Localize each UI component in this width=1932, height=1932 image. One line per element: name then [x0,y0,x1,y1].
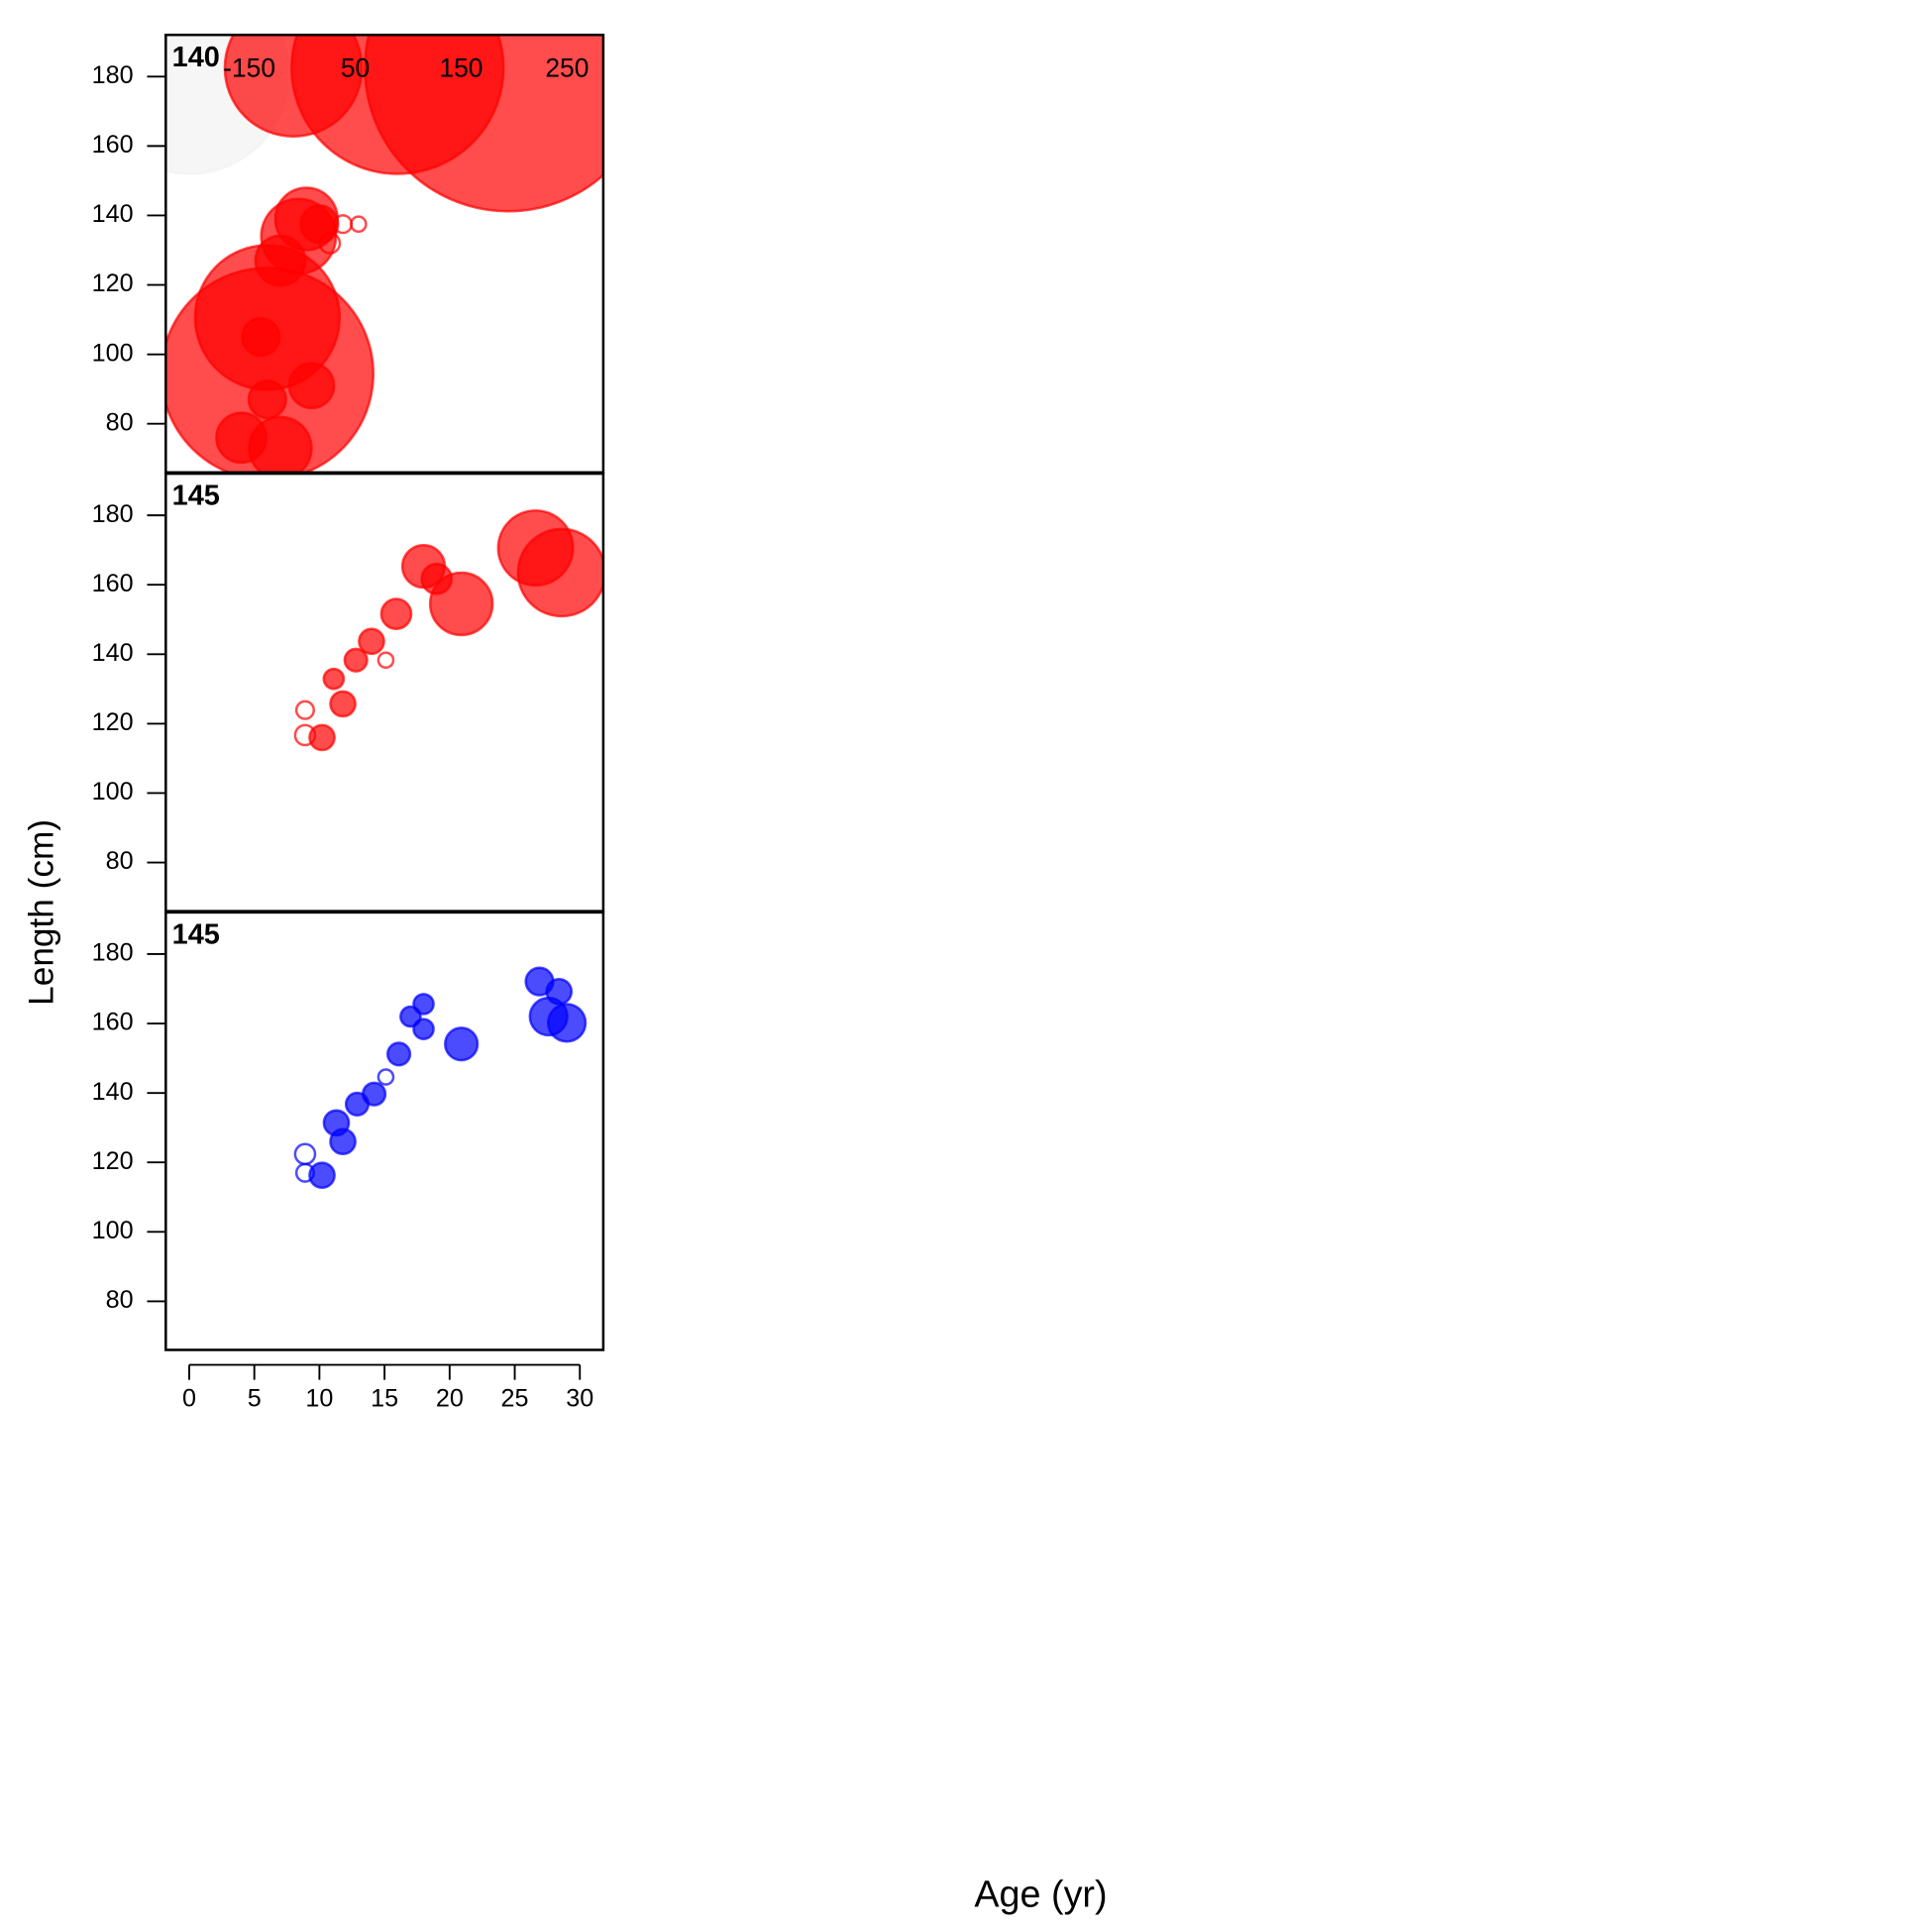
bubble-legend-label: 250 [545,53,589,82]
panel-frame [164,911,605,1351]
bubble [294,1162,316,1183]
y-tick-label: 100 [92,778,134,805]
y-tick-label: 100 [92,1217,134,1244]
panel [293,966,588,1190]
y-tick-label: 120 [92,269,134,297]
y-tick-label: 80 [106,1286,134,1314]
y-tick-label: 100 [92,339,134,367]
bubble [376,651,395,670]
bubble [412,1018,435,1040]
y-tick-label: 120 [92,1147,134,1175]
x-axis-label: Age (yr) [974,1874,1107,1915]
panel-label: 145 [172,918,220,950]
x-tick-label: 30 [566,1384,593,1412]
bubble [241,316,281,358]
bubble [420,562,454,595]
bubble [322,1109,351,1137]
bubble [350,215,368,234]
y-tick-label: 180 [92,939,134,967]
bubble [299,204,340,245]
bubble [358,627,385,656]
panel [293,509,603,752]
y-tick-label: 180 [92,61,134,89]
x-tick-label: 10 [305,1384,333,1412]
y-tick-label: 140 [92,1078,134,1106]
bubble [293,723,317,747]
bubble [344,1091,371,1117]
y-tick-label: 140 [92,639,134,667]
bubble [293,1142,317,1166]
x-tick-label: 15 [371,1384,398,1412]
bubble [343,647,369,673]
bubble-legend-label: 150 [439,53,483,82]
bubble [308,1161,336,1190]
y-tick-label: 80 [106,408,134,436]
y-tick-label: 180 [92,500,134,528]
bubble [294,699,316,720]
bubble [322,667,346,691]
bubble [545,977,574,1006]
bubble [254,234,307,287]
panel-label: 140 [172,42,220,73]
bubble [247,379,287,420]
y-axis-label: Length (cm) [22,819,60,1006]
bubble [329,690,357,718]
bubble [318,232,342,255]
bubble [379,597,413,631]
y-tick-label: 160 [92,131,134,159]
bubble [308,723,336,752]
bubble [496,509,575,588]
bubble [385,1041,412,1067]
bubble [364,35,603,213]
y-tick-label: 120 [92,708,134,736]
bubble [287,362,336,410]
panel [165,35,603,473]
y-tick-label: 160 [92,570,134,597]
bubble-legend-label: -150 [223,53,275,82]
y-tick-label: 140 [92,200,134,228]
y-tick-label: 80 [106,847,134,875]
bubble-legend-label: 50 [341,53,370,82]
x-tick-label: 0 [182,1384,196,1412]
bubble [248,415,313,473]
x-tick-label: 25 [501,1384,529,1412]
bubble [444,1026,480,1062]
x-tick-label: 5 [248,1384,262,1412]
y-tick-label: 160 [92,1009,134,1036]
panel-label: 145 [172,481,220,512]
x-tick-label: 20 [436,1384,464,1412]
bubble [376,1068,395,1086]
